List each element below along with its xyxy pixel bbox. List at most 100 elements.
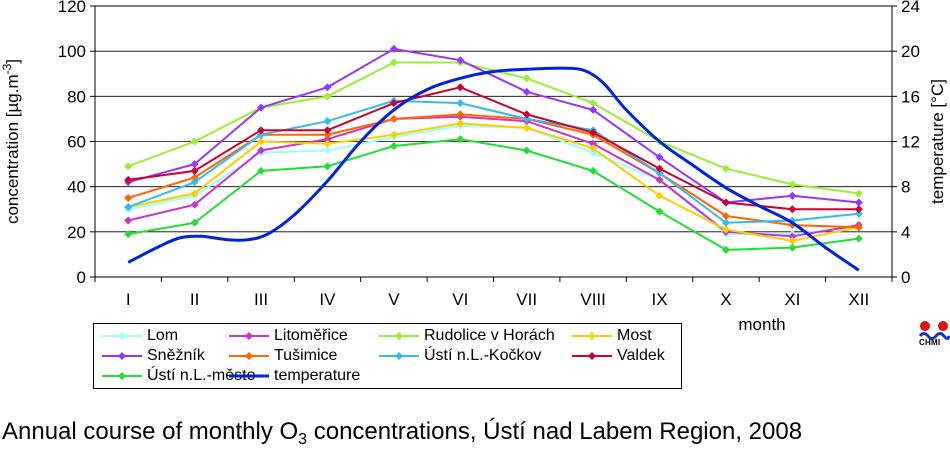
data-point bbox=[589, 99, 598, 108]
legend-item-most: Most bbox=[570, 327, 652, 345]
data-point bbox=[854, 205, 863, 214]
y-axis-label-end: ] bbox=[3, 59, 22, 64]
legend-swatch bbox=[572, 352, 612, 360]
data-point bbox=[389, 130, 398, 139]
series-usti-n-l-kockov bbox=[124, 96, 863, 227]
x-tick-label: XII bbox=[848, 290, 869, 309]
data-point bbox=[124, 162, 133, 171]
data-point bbox=[721, 225, 730, 234]
data-point bbox=[124, 230, 133, 239]
data-point bbox=[190, 178, 199, 187]
data-point bbox=[854, 198, 863, 207]
data-point bbox=[323, 135, 332, 144]
legend-swatch bbox=[572, 332, 612, 340]
data-point bbox=[257, 103, 266, 112]
data-point bbox=[788, 243, 797, 252]
data-point bbox=[456, 119, 465, 128]
data-point bbox=[522, 110, 531, 119]
data-point bbox=[389, 142, 398, 151]
data-point bbox=[721, 212, 730, 221]
data-point bbox=[721, 164, 730, 173]
legend-item-temperature: temperature bbox=[227, 367, 360, 385]
y-axis-label-main: concentration [µg.m bbox=[3, 74, 22, 224]
data-point bbox=[721, 245, 730, 254]
legend-swatch bbox=[229, 352, 269, 360]
data-point bbox=[589, 128, 598, 137]
y-tick-label: 100 bbox=[58, 42, 86, 61]
series-layer bbox=[124, 44, 863, 272]
data-point bbox=[323, 130, 332, 139]
data-point bbox=[788, 191, 797, 200]
data-point bbox=[389, 44, 398, 53]
data-point bbox=[323, 83, 332, 92]
legend: Lom Litoměřice Rudolice v Horách Most Sněžní… bbox=[93, 323, 682, 389]
data-point bbox=[257, 126, 266, 135]
data-point bbox=[257, 130, 266, 139]
data-point bbox=[323, 162, 332, 171]
temperature-line bbox=[127, 66, 860, 272]
data-point bbox=[655, 169, 664, 178]
y2-tick-label: 0 bbox=[901, 268, 910, 287]
data-point bbox=[788, 180, 797, 189]
x-tick-label: III bbox=[254, 290, 268, 309]
x-tick-label: VII bbox=[516, 290, 537, 309]
series-line bbox=[127, 47, 859, 204]
data-point bbox=[655, 207, 664, 216]
legend-swatch bbox=[379, 352, 419, 360]
legend-label: Rudolice v Horách bbox=[424, 327, 555, 344]
data-point bbox=[589, 139, 598, 148]
y-tick-label: 40 bbox=[67, 178, 86, 197]
legend-swatch-marker bbox=[118, 332, 126, 340]
data-point bbox=[257, 137, 266, 146]
legend-swatch-marker bbox=[395, 352, 403, 360]
data-point bbox=[788, 236, 797, 245]
data-point bbox=[655, 164, 664, 173]
legend-item-litomerice: Litoměřice bbox=[227, 327, 348, 345]
grid-layer bbox=[94, 5, 893, 278]
series-line bbox=[127, 99, 859, 224]
data-point bbox=[655, 191, 664, 200]
data-point bbox=[190, 189, 199, 198]
data-point bbox=[456, 135, 465, 144]
legend-item-tusimice: Tušimice bbox=[227, 347, 337, 365]
series-temperature bbox=[127, 66, 860, 272]
legend-swatch bbox=[229, 374, 269, 378]
legend-swatch bbox=[102, 332, 142, 340]
series-line bbox=[128, 138, 859, 251]
data-point bbox=[589, 144, 598, 153]
series-line bbox=[127, 122, 860, 242]
caption-subscript: 3 bbox=[298, 431, 308, 448]
data-point bbox=[190, 160, 199, 169]
data-point bbox=[323, 126, 332, 135]
data-point bbox=[190, 137, 199, 146]
x-tick-label: IX bbox=[652, 290, 668, 309]
data-point bbox=[522, 74, 531, 83]
legend-label: Valdek bbox=[617, 347, 665, 364]
data-point bbox=[124, 193, 133, 202]
y2-axis-label: temperature [°C] bbox=[928, 79, 947, 204]
data-point bbox=[323, 146, 332, 155]
y-tick-label: 0 bbox=[77, 268, 86, 287]
data-point bbox=[522, 123, 531, 132]
legend-swatch-marker bbox=[395, 332, 403, 340]
y-axis-label: concentration [µg.m-3] bbox=[0, 59, 22, 224]
legend-label: Ústí n.L.-Kočkov bbox=[424, 347, 542, 364]
x-tick-label: V bbox=[388, 290, 400, 309]
legend-item-usti-n-l-mesto: Ústí n.L.-město bbox=[100, 367, 255, 385]
y2-tick-label: 16 bbox=[901, 87, 920, 106]
x-tick-label: II bbox=[190, 290, 199, 309]
legend-swatch-marker bbox=[588, 332, 596, 340]
legend-swatch bbox=[229, 332, 269, 340]
data-point bbox=[257, 146, 266, 155]
data-point bbox=[389, 99, 398, 108]
data-point bbox=[854, 189, 863, 198]
legend-item-lom: Lom bbox=[100, 327, 178, 345]
data-point bbox=[124, 216, 133, 225]
legend-label: Most bbox=[617, 327, 652, 344]
legend-swatch-marker bbox=[118, 352, 126, 360]
legend-label: Litoměřice bbox=[274, 327, 348, 344]
data-point bbox=[788, 232, 797, 241]
legend-label: Ústí n.L.-město bbox=[147, 367, 256, 384]
